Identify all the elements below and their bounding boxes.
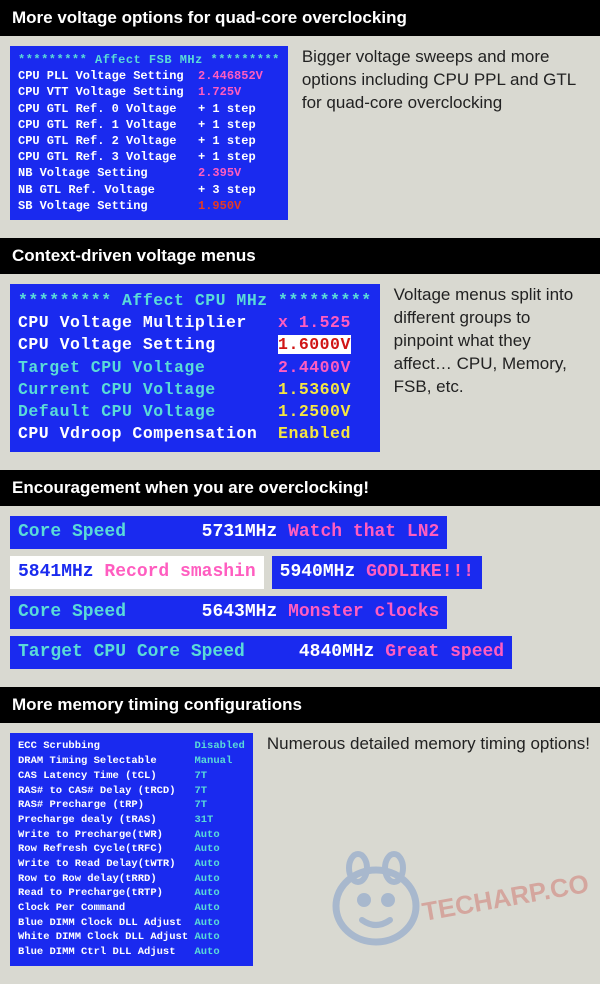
encouragement-row: Core Speed 5643MHz Monster clocks bbox=[10, 596, 590, 629]
encouragement-row: Core Speed 5731MHz Watch that LN2 bbox=[10, 516, 590, 549]
bios-setting-row: RAS# to CAS# Delay (tRCD) 7T bbox=[18, 784, 245, 799]
bios-setting-row: NB Voltage Setting 2.395V bbox=[18, 165, 280, 181]
section-encouragement: Encouragement when you are overclocking!… bbox=[0, 470, 600, 680]
section-title: Context-driven voltage menus bbox=[0, 238, 600, 274]
section-voltage-options: More voltage options for quad-core overc… bbox=[0, 0, 600, 230]
bios-panel-cpu-voltage: ********* Affect CPU MHz *********CPU Vo… bbox=[10, 284, 380, 452]
bios-setting-row: Current CPU Voltage 1.5360V bbox=[18, 379, 372, 401]
encouragement-strip: 5841MHz Record smashin bbox=[10, 556, 264, 589]
bios-setting-row: Write to Read Delay(tWTR) Auto bbox=[18, 857, 245, 872]
bios-setting-row: Row to Row delay(tRRD) Auto bbox=[18, 872, 245, 887]
bios-setting-row: SB Voltage Setting 1.950V bbox=[18, 198, 280, 214]
section-context-voltage: Context-driven voltage menus ********* A… bbox=[0, 238, 600, 462]
bios-panel-memory-timing: ECC Scrubbing DisabledDRAM Timing Select… bbox=[10, 733, 253, 965]
bios-setting-row: Default CPU Voltage 1.2500V bbox=[18, 401, 372, 423]
section-description: Numerous detailed memory timing options! bbox=[267, 733, 590, 756]
section-title: More voltage options for quad-core overc… bbox=[0, 0, 600, 36]
bios-setting-row: CPU VTT Voltage Setting 1.725V bbox=[18, 84, 280, 100]
section-description: Bigger voltage sweeps and more options i… bbox=[302, 46, 590, 115]
bios-setting-row: CPU Voltage Setting 1.6000V bbox=[18, 334, 372, 356]
bios-setting-row: Blue DIMM Clock DLL Adjust Auto bbox=[18, 916, 245, 931]
bios-setting-row: NB GTL Ref. Voltage + 3 step bbox=[18, 182, 280, 198]
bios-setting-row: White DIMM Clock DLL Adjust Auto bbox=[18, 930, 245, 945]
bios-setting-row: CPU PLL Voltage Setting 2.446852V bbox=[18, 68, 280, 84]
bios-panel-header: ********* Affect FSB MHz ********* bbox=[18, 52, 280, 68]
encouragement-strip: 5940MHz GODLIKE!!! bbox=[272, 556, 482, 589]
bios-setting-row: Precharge dealy (tRAS) 31T bbox=[18, 813, 245, 828]
bios-setting-row: CPU GTL Ref. 0 Voltage + 1 step bbox=[18, 101, 280, 117]
bios-setting-row: Row Refresh Cycle(tRFC) Auto bbox=[18, 842, 245, 857]
bios-setting-row: Target CPU Voltage 2.4400V bbox=[18, 357, 372, 379]
bios-setting-row: CPU Vdroop Compensation Enabled bbox=[18, 423, 372, 445]
bios-setting-row: CPU Voltage Multiplier x 1.525 bbox=[18, 312, 372, 334]
section-title: Encouragement when you are overclocking! bbox=[0, 470, 600, 506]
bios-setting-row: CPU GTL Ref. 3 Voltage + 1 step bbox=[18, 149, 280, 165]
bios-setting-row: CAS Latency Time (tCL) 7T bbox=[18, 769, 245, 784]
bios-setting-row: CPU GTL Ref. 1 Voltage + 1 step bbox=[18, 117, 280, 133]
bios-panel-fsb-voltage: ********* Affect FSB MHz *********CPU PL… bbox=[10, 46, 288, 220]
section-description: Voltage menus split into different group… bbox=[394, 284, 590, 399]
bios-panel-header: ********* Affect CPU MHz ********* bbox=[18, 290, 372, 312]
bios-setting-row: Read to Precharge(tRTP) Auto bbox=[18, 886, 245, 901]
encouragement-row: Target CPU Core Speed 4840MHz Great spee… bbox=[10, 636, 590, 669]
bios-setting-row: Clock Per Command Auto bbox=[18, 901, 245, 916]
encouragement-strip: Core Speed 5731MHz Watch that LN2 bbox=[10, 516, 447, 549]
encouragement-strip: Core Speed 5643MHz Monster clocks bbox=[10, 596, 447, 629]
bios-setting-row: Write to Precharge(tWR) Auto bbox=[18, 828, 245, 843]
bios-setting-row: DRAM Timing Selectable Manual bbox=[18, 754, 245, 769]
bios-setting-row: ECC Scrubbing Disabled bbox=[18, 739, 245, 754]
section-memory-timing: More memory timing configurations ECC Sc… bbox=[0, 687, 600, 975]
encouragement-row: 5841MHz Record smashin5940MHz GODLIKE!!! bbox=[10, 556, 590, 589]
bios-setting-row: CPU GTL Ref. 2 Voltage + 1 step bbox=[18, 133, 280, 149]
bios-encouragement-strips: Core Speed 5731MHz Watch that LN2 5841MHz… bbox=[10, 516, 590, 670]
section-title: More memory timing configurations bbox=[0, 687, 600, 723]
bios-setting-row: RAS# Precharge (tRP) 7T bbox=[18, 798, 245, 813]
encouragement-strip: Target CPU Core Speed 4840MHz Great spee… bbox=[10, 636, 512, 669]
